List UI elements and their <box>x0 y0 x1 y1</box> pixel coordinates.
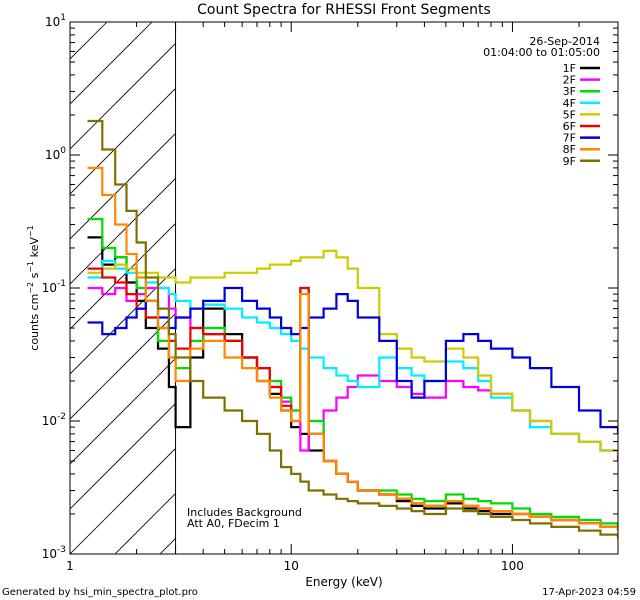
annotation-background: Includes Background <box>187 506 302 519</box>
date-label: 26-Sep-2014 <box>529 35 600 48</box>
hatch-line <box>565 22 640 554</box>
y-tick-label: 10-3 <box>42 545 66 561</box>
y-axis-label: counts cm−2 s−1 keV−1 <box>26 225 41 350</box>
legend-label-1F: 1F <box>563 62 576 75</box>
series-line-8F <box>87 166 618 531</box>
chart-title: Count Spectra for RHESSI Front Segments <box>197 2 491 18</box>
hatch-line <box>70 447 176 554</box>
legend-label-9F: 9F <box>563 155 576 168</box>
hatch-line <box>70 222 176 330</box>
legend-label-8F: 8F <box>563 143 576 156</box>
series-line-4F <box>87 259 618 456</box>
hatch-line <box>385 22 640 554</box>
generated-by-label: Generated by hsi_min_spectra_plot.pro <box>2 587 198 598</box>
legend-label-2F: 2F <box>563 74 576 87</box>
series-line-5F <box>87 249 618 456</box>
series-line-2F <box>87 286 618 461</box>
legend-label-4F: 4F <box>563 97 576 110</box>
time-range-label: 01:04:00 to 01:05:00 <box>483 46 600 59</box>
y-tick-label: 101 <box>45 13 66 29</box>
hatch-line <box>70 402 176 510</box>
series-line-1F <box>87 236 618 531</box>
legend-label-7F: 7F <box>563 132 576 145</box>
axis-ticks: 1 10 100 10-3 10-2 10-1 100 101 <box>42 13 619 573</box>
y-tick-label: 10-2 <box>42 412 66 428</box>
hatch-line <box>70 87 176 195</box>
legend-label-6F: 6F <box>563 120 576 133</box>
hatch-line <box>0 22 17 554</box>
x-tick-label: 100 <box>501 559 524 573</box>
hatch-line <box>70 42 176 150</box>
annotation-attenuator: Att A0, FDecim 1 <box>187 517 280 530</box>
x-axis-label: Energy (keV) <box>305 575 382 589</box>
timestamp-label: 17-Apr-2023 04:59 <box>542 587 636 598</box>
series-line-9F <box>87 119 618 539</box>
legend-label-3F: 3F <box>563 85 576 98</box>
y-tick-label: 10-1 <box>42 279 66 295</box>
x-tick-label: 10 <box>284 559 299 573</box>
legend-label-5F: 5F <box>563 108 576 121</box>
x-tick-label: 1 <box>66 559 74 573</box>
y-tick-label: 100 <box>45 146 66 162</box>
series-lines <box>87 22 618 554</box>
